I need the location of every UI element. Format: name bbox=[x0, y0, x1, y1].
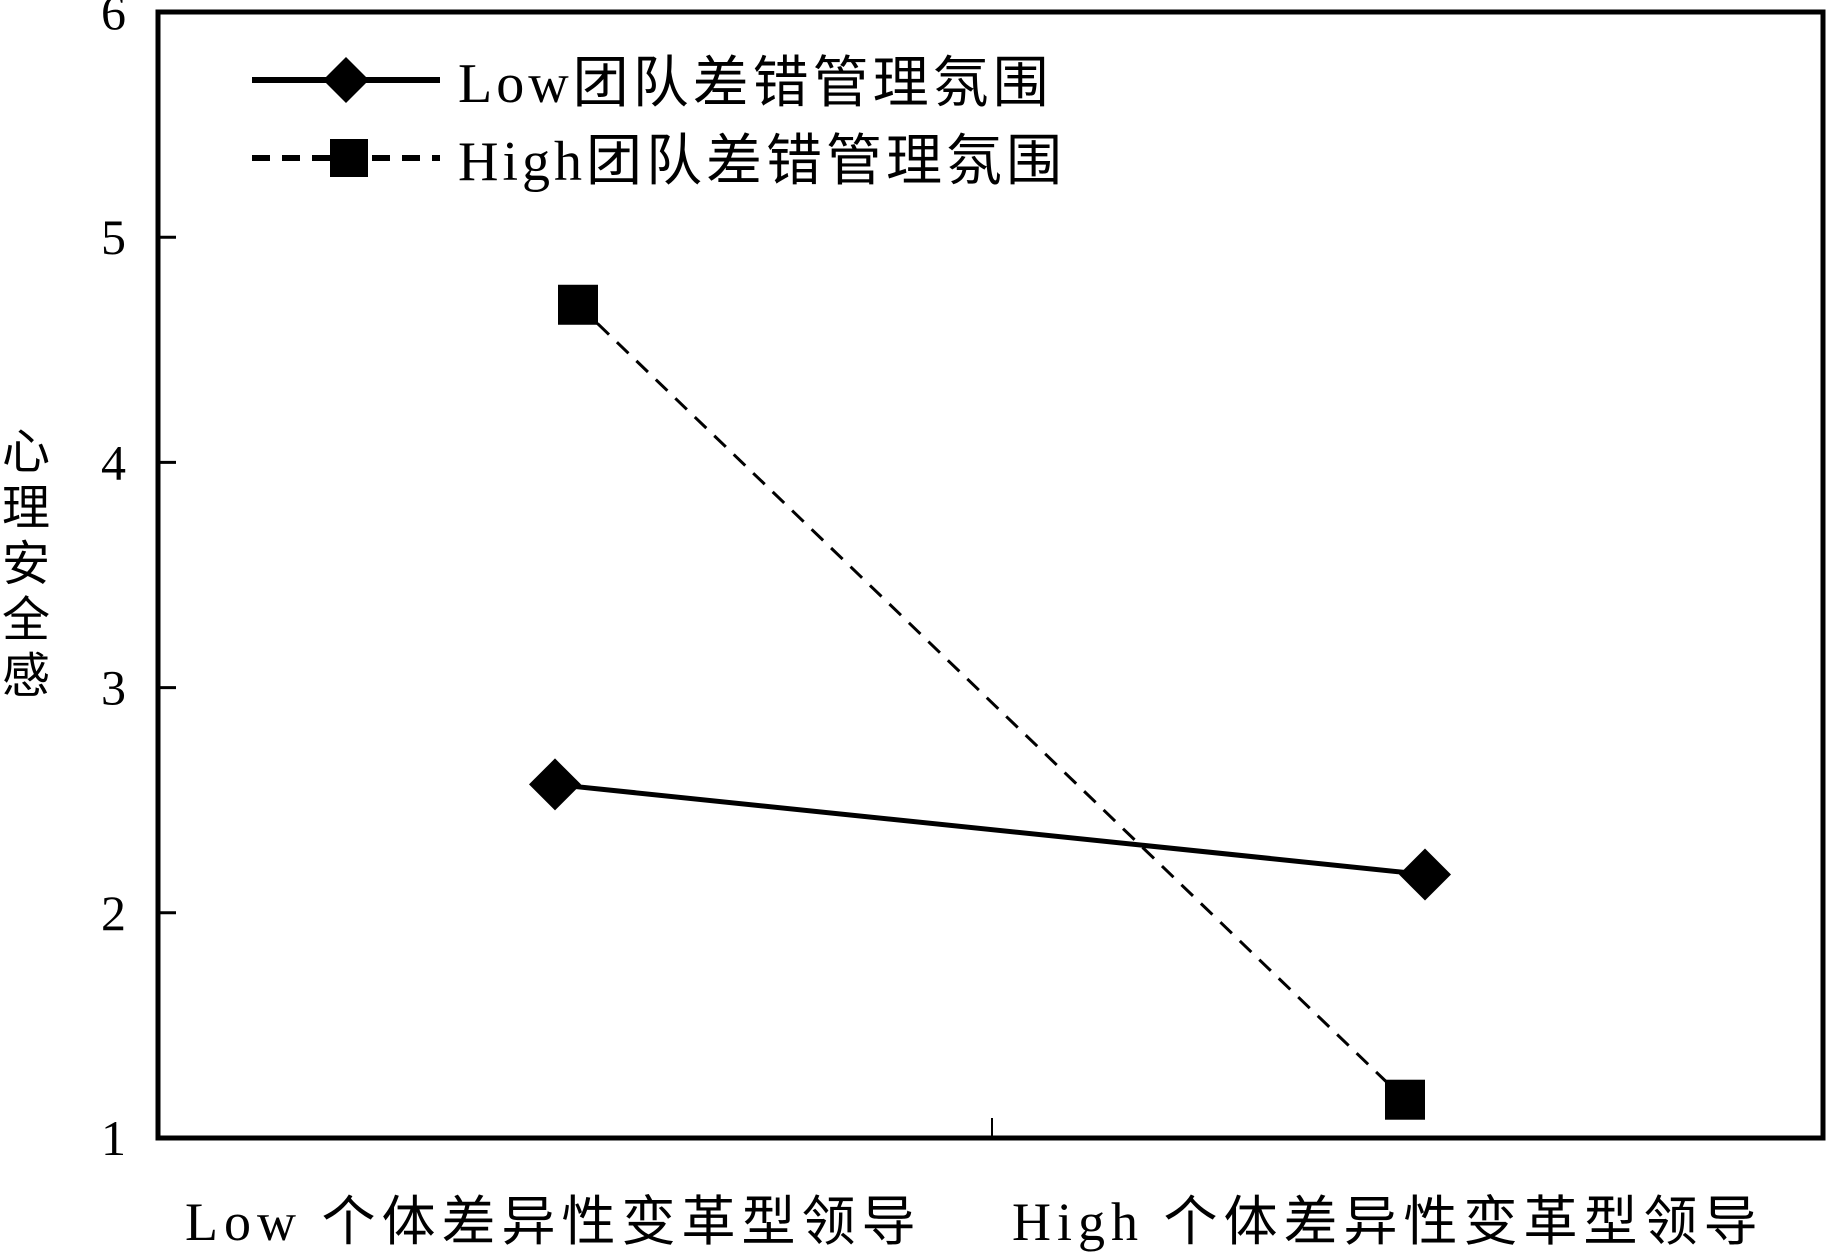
legend-marker-diamond bbox=[323, 57, 369, 103]
legend-marker-square bbox=[330, 139, 368, 177]
legend: Low团队差错管理氛围 High团队差错管理氛围 bbox=[252, 53, 1066, 193]
data-point-diamond bbox=[529, 758, 581, 811]
y-axis-title-char: 理 bbox=[2, 482, 50, 535]
data-point-square bbox=[1385, 1079, 1425, 1120]
series-line-high bbox=[576, 303, 1407, 1101]
x-category-label-low: Low 个体差异性变革型领导 bbox=[185, 1192, 921, 1252]
y-axis-title-char: 安 bbox=[2, 538, 50, 591]
legend-label-high: High团队差错管理氛围 bbox=[458, 131, 1066, 193]
data-point-square bbox=[558, 284, 598, 325]
y-tick-label: 1 bbox=[101, 1110, 126, 1166]
data-point-diamond bbox=[1399, 848, 1451, 901]
y-tick-label: 2 bbox=[101, 885, 126, 941]
legend-label-low: Low团队差错管理氛围 bbox=[458, 53, 1053, 115]
y-tick-label: 6 bbox=[101, 0, 126, 40]
series-line-low bbox=[554, 781, 1426, 878]
series-layer bbox=[529, 284, 1451, 1120]
y-axis: 1 2 3 4 5 6 bbox=[101, 0, 176, 1166]
plot-frame bbox=[155, 9, 1826, 1141]
y-tick-label: 3 bbox=[101, 660, 126, 716]
y-tick-label: 5 bbox=[101, 209, 126, 265]
y-axis-title-char: 感 bbox=[2, 650, 50, 703]
y-tick-label: 4 bbox=[101, 434, 126, 490]
y-axis-title-char: 心 bbox=[2, 426, 50, 479]
y-axis-title-char: 全 bbox=[2, 594, 50, 647]
x-category-label-high: High 个体差异性变革型领导 bbox=[1012, 1192, 1764, 1252]
